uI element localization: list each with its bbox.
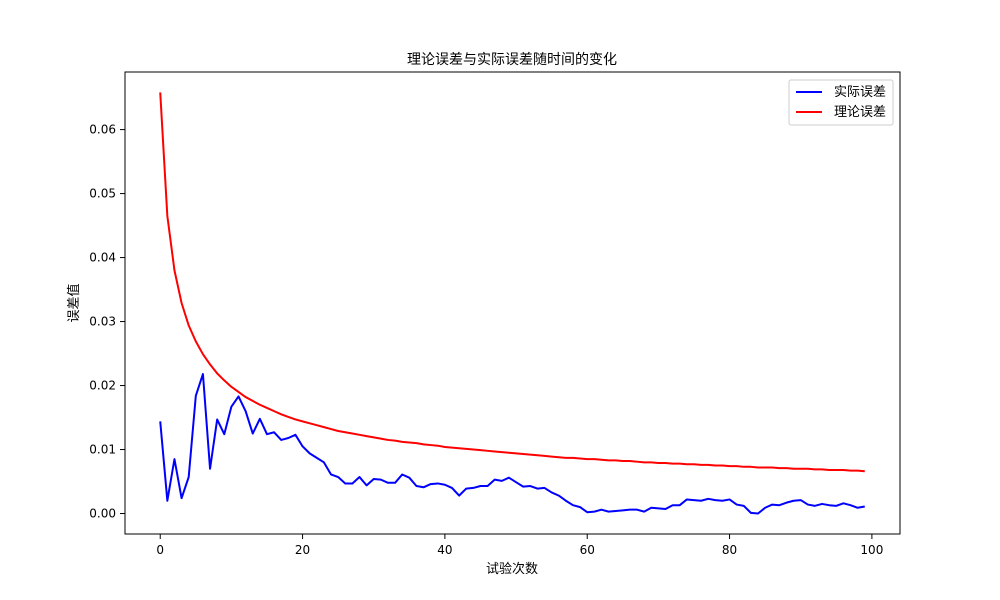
plot-frame [124,71,901,535]
y-axis-ticks: 0.00 0.01 0.02 0.03 0.04 0.05 0.06 [89,123,125,521]
y-tick-label: 0.06 [89,123,116,137]
y-tick-label: 0.03 [89,315,116,329]
legend-label-theoretical-error: 理论误差 [834,105,886,120]
y-tick-label: 0.04 [89,251,116,265]
x-tick-label: 80 [722,543,737,557]
x-tick-label: 0 [156,543,164,557]
chart-title: 理论误差与实际误差随时间的变化 [407,52,617,68]
x-tick-label: 40 [437,543,452,557]
x-tick-label: 100 [860,543,883,557]
y-tick-label: 0.01 [89,443,116,457]
y-axis-label: 误差值 [66,283,82,322]
legend-label-actual-error: 实际误差 [834,85,886,100]
y-tick-label: 0.05 [89,187,116,201]
series-line-actual-error [159,373,865,515]
x-axis-label: 试验次数 [486,561,538,577]
series-line-theoretical-error [159,92,865,473]
series-layer [159,92,865,515]
y-tick-label: 0.02 [89,379,116,393]
x-tick-label: 20 [295,543,310,557]
x-axis-ticks: 0 20 40 60 80 100 [156,534,883,557]
x-tick-label: 60 [580,543,595,557]
y-tick-label: 0.00 [89,507,116,521]
legend: 实际误差 理论误差 [788,79,894,126]
